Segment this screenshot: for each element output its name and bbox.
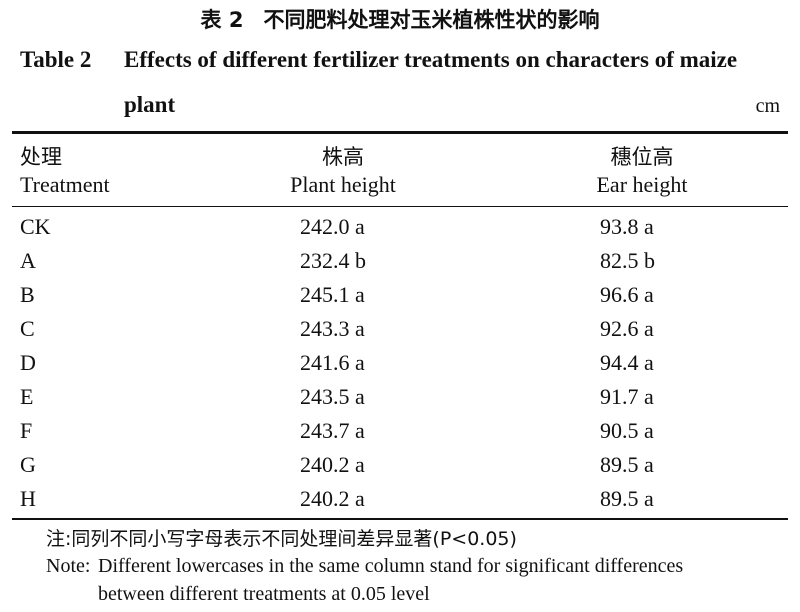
- cell-ear-height: 89.5 a: [600, 452, 654, 477]
- footnote-en-line2: between different treatments at 0.05 lev…: [98, 583, 430, 605]
- cell-treatment: E: [20, 384, 34, 409]
- table-row: CK 242.0 a 93.8 a: [0, 214, 800, 248]
- cell-plant-height: 242.0 a: [300, 214, 365, 239]
- table-title-text-cn: 不同肥料处理对玉米植株性状的影响: [263, 8, 600, 32]
- cell-ear-height: 90.5 a: [600, 418, 654, 443]
- table-bottom-rule: [12, 518, 788, 520]
- cell-plant-height: 243.7 a: [300, 418, 365, 443]
- cell-ear-height: 96.6 a: [600, 282, 654, 307]
- table-title-line2-en: plant: [124, 92, 176, 117]
- cell-treatment: CK: [20, 214, 51, 239]
- cell-plant-height: 243.3 a: [300, 316, 365, 341]
- table-row: A 232.4 b 82.5 b: [0, 248, 800, 282]
- cell-ear-height: 82.5 b: [600, 248, 655, 273]
- header-ear-height-en: Ear height: [596, 172, 688, 197]
- cell-ear-height: 91.7 a: [600, 384, 654, 409]
- table-title-cn: 表 2 不同肥料处理对玉米植株性状的影响: [0, 6, 800, 34]
- unit-label: cm: [755, 95, 780, 117]
- cell-treatment: D: [20, 350, 36, 375]
- header-ear-height: 穗位高 Ear height: [542, 143, 742, 199]
- cell-plant-height: 245.1 a: [300, 282, 365, 307]
- header-treatment-cn: 处理: [20, 145, 62, 169]
- footnote-en-label: Note:: [46, 555, 91, 577]
- header-ear-height-cn: 穗位高: [610, 145, 674, 169]
- cell-ear-height: 94.4 a: [600, 350, 654, 375]
- table-row: C 243.3 a 92.6 a: [0, 316, 800, 350]
- table-top-rule: [12, 131, 788, 134]
- cell-ear-height: 93.8 a: [600, 214, 654, 239]
- table-label-en: Table 2: [20, 47, 92, 72]
- table-title-line1-en: Effects of different fertilizer treatmen…: [124, 47, 738, 72]
- header-treatment-en: Treatment: [20, 172, 110, 197]
- cell-treatment: B: [20, 282, 35, 307]
- table-row: B 245.1 a 96.6 a: [0, 282, 800, 316]
- cell-treatment: A: [20, 248, 36, 273]
- cell-ear-height: 89.5 a: [600, 486, 654, 511]
- table-row: D 241.6 a 94.4 a: [0, 350, 800, 384]
- table-label-cn: 表 2: [200, 8, 244, 32]
- cell-plant-height: 240.2 a: [300, 452, 365, 477]
- cell-plant-height: 240.2 a: [300, 486, 365, 511]
- cell-treatment: H: [20, 486, 36, 511]
- table-row: G 240.2 a 89.5 a: [0, 452, 800, 486]
- table-row: H 240.2 a 89.5 a: [0, 486, 800, 520]
- cell-treatment: G: [20, 452, 36, 477]
- table-header-rule: [12, 206, 788, 207]
- cell-treatment: C: [20, 316, 35, 341]
- cell-treatment: F: [20, 418, 33, 443]
- cell-ear-height: 92.6 a: [600, 316, 654, 341]
- header-plant-height: 株高 Plant height: [248, 143, 438, 199]
- table-row: E 243.5 a 91.7 a: [0, 384, 800, 418]
- header-plant-height-cn: 株高: [322, 145, 364, 169]
- cell-plant-height: 243.5 a: [300, 384, 365, 409]
- table-row: F 243.7 a 90.5 a: [0, 418, 800, 452]
- header-treatment: 处理 Treatment: [20, 143, 110, 199]
- header-plant-height-en: Plant height: [290, 172, 396, 197]
- cell-plant-height: 241.6 a: [300, 350, 365, 375]
- footnote-en-line1: Different lowercases in the same column …: [98, 555, 684, 577]
- footnote-cn: 注:同列不同小写字母表示不同处理间差异显著(P<0.05): [46, 528, 517, 550]
- cell-plant-height: 232.4 b: [300, 248, 366, 273]
